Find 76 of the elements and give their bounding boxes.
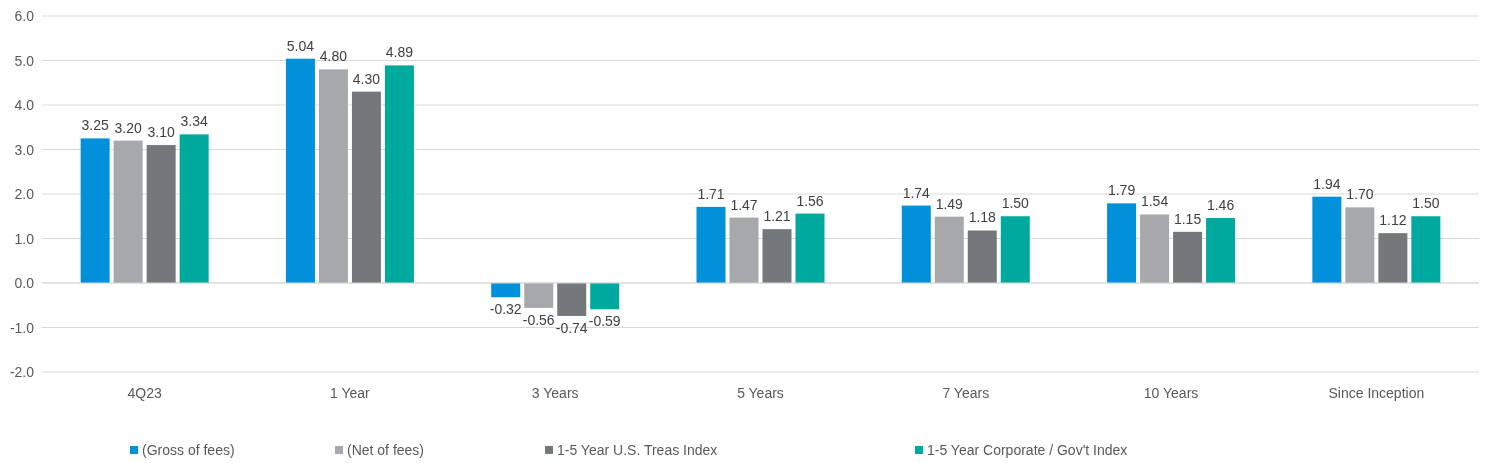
data-label: 1.70: [1346, 186, 1374, 203]
bar: [146, 145, 176, 283]
data-label: 5.04: [286, 37, 315, 54]
y-tick-label: 1.0: [14, 230, 35, 247]
y-tick-label: -2.0: [9, 364, 35, 380]
bar: [1206, 218, 1236, 283]
data-label: 3.25: [81, 117, 109, 134]
x-tick-label: Since Inception: [1328, 385, 1425, 401]
data-label: 3.34: [180, 113, 208, 130]
bar: [1345, 207, 1375, 283]
data-label: 1.50: [1001, 195, 1030, 212]
data-label: 1.54: [1140, 193, 1169, 210]
bar: [491, 283, 521, 298]
y-tick-label: 5.0: [14, 52, 35, 69]
bar: [113, 140, 143, 283]
data-label: -0.56: [522, 311, 555, 328]
data-label: 1.49: [935, 195, 964, 212]
bar: [80, 138, 110, 283]
legend-label: (Gross of fees): [142, 442, 235, 458]
data-label: 1.12: [1379, 212, 1407, 229]
x-tick-label: 5 Years: [737, 385, 784, 401]
x-tick-label: 7 Years: [942, 385, 990, 401]
bar: [351, 91, 381, 283]
bar: [1411, 216, 1441, 283]
bar: [696, 206, 726, 283]
data-label: 1.74: [902, 184, 931, 201]
bar: [1000, 216, 1030, 283]
bar: [179, 134, 209, 283]
bar: [967, 230, 997, 283]
data-label: 1.50: [1412, 195, 1440, 212]
data-label: -0.32: [489, 301, 522, 318]
bar: [384, 65, 414, 283]
legend-label: 1-5 Year U.S. Treas Index: [557, 442, 718, 458]
data-label: -0.59: [588, 313, 621, 330]
data-label: 1.71: [697, 185, 725, 202]
y-tick-label: 0.0: [14, 275, 35, 291]
data-label: 3.20: [114, 119, 142, 136]
x-tick-label: 1 Year: [330, 385, 371, 401]
bar: [1173, 231, 1203, 283]
x-tick-label: 10 Years: [1143, 385, 1199, 401]
data-label: -0.74: [555, 319, 588, 336]
bar: [318, 69, 348, 283]
data-label: 1.15: [1173, 210, 1202, 227]
data-label: 4.80: [319, 48, 348, 65]
data-label: 3.10: [147, 124, 175, 141]
x-tick-label: 4Q23: [127, 385, 162, 401]
legend-label: (Net of fees): [347, 442, 425, 458]
bar: [1107, 203, 1137, 283]
bar: [285, 58, 315, 283]
x-tick-label: 3 Years: [531, 385, 579, 401]
data-label: 1.18: [968, 209, 997, 226]
bar: [729, 217, 759, 283]
y-tick-label: 2.0: [14, 186, 35, 202]
data-label: 4.30: [352, 70, 381, 87]
y-tick-label: 4.0: [14, 97, 35, 113]
data-label: 1.21: [763, 208, 791, 225]
y-tick-label: 6.0: [14, 8, 35, 24]
bar: [901, 205, 931, 283]
data-label: 1.79: [1107, 182, 1136, 199]
bar: [590, 283, 620, 310]
y-tick-label: 3.0: [14, 141, 35, 158]
bar: [524, 283, 554, 308]
y-tick-label: -1.0: [9, 319, 35, 336]
bar: [1312, 196, 1342, 283]
bar: [1140, 214, 1170, 283]
data-label: 1.47: [730, 196, 758, 213]
bar: [795, 213, 825, 283]
data-label: 1.46: [1206, 197, 1235, 214]
bar: [1378, 233, 1408, 283]
legend-label: 1-5 Year Corporate / Gov't Index: [927, 442, 1128, 458]
data-label: 4.89: [385, 44, 414, 61]
bar: [934, 216, 964, 283]
data-label: 1.94: [1313, 175, 1341, 192]
data-label: 1.56: [796, 192, 824, 209]
bar: [557, 283, 587, 316]
bar: [762, 229, 792, 283]
